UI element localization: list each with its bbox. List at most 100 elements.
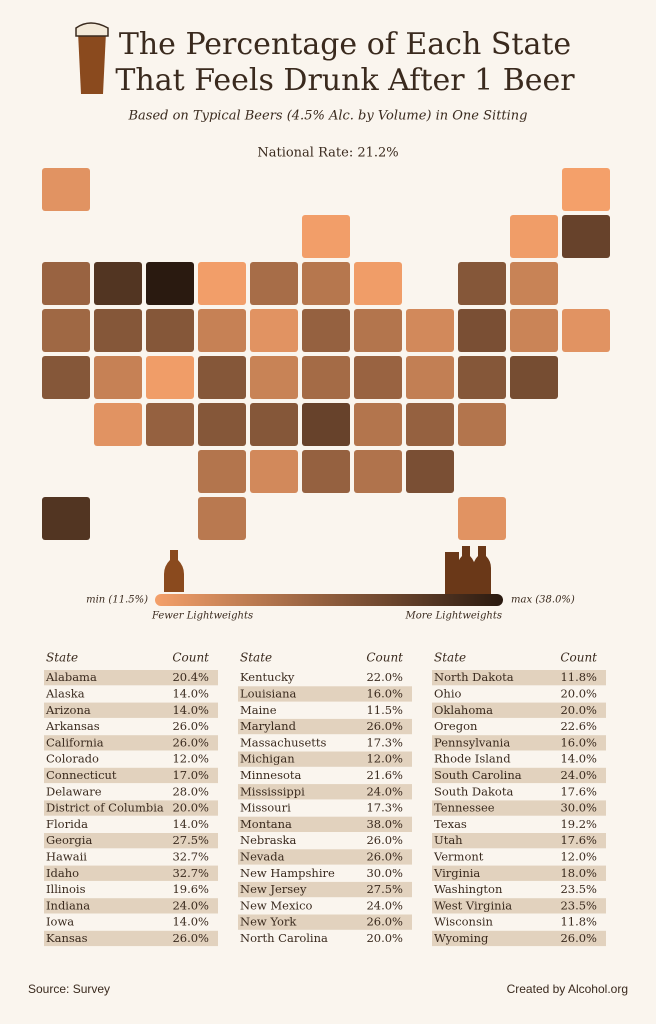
state-count: 14.0% [172,686,209,700]
state-count: 17.0% [172,768,209,782]
state-count: 14.0% [172,915,209,929]
state-tile [510,309,558,352]
state-count: 23.5% [560,882,597,896]
state-count: 32.7% [172,849,209,863]
state-tile [198,497,246,540]
state-tile [198,403,246,446]
state-name: West Virginia [434,898,512,912]
state-tile [250,356,298,399]
state-name: South Dakota [434,784,513,798]
state-tile [458,356,506,399]
state-count: 11.5% [366,703,403,717]
credit: Created by Alcohol.org [507,982,628,996]
row-band [432,930,606,947]
state-count: 14.0% [172,703,209,717]
state-count: 17.3% [366,801,403,815]
state-count: 26.0% [366,719,403,733]
state-tile [198,309,246,352]
row-band [238,881,412,898]
state-count: 30.0% [366,866,403,880]
state-count: 20.0% [172,801,209,815]
row-band [44,930,218,947]
state-name: Ohio [434,686,462,700]
bottles-icon [445,546,491,594]
state-name: California [46,735,104,749]
state-tile [458,403,506,446]
state-name: Virginia [433,866,480,880]
state-name: Nevada [240,849,285,863]
state-tile [302,215,350,258]
state-name: Tennessee [434,801,495,815]
row-band [432,735,606,751]
state-count: 24.0% [366,898,403,912]
row-band [238,784,412,800]
row-band [432,898,606,914]
state-count: 20.0% [560,703,597,717]
state-count: 16.0% [366,686,403,700]
row-band [44,865,218,881]
state-tile [302,309,350,352]
legend: min (11.5%) max (38.0%) Fewer Lightweigh… [86,546,575,622]
column-header: Count [172,651,209,665]
state-tile [94,309,142,352]
state-count: 19.6% [172,882,209,896]
beer-icon [75,22,109,94]
state-count: 22.6% [560,719,597,733]
state-count: 26.0% [172,719,209,733]
state-count: 24.0% [366,784,403,798]
state-tile [42,356,90,399]
state-name: Connecticut [46,768,117,782]
state-tile [250,450,298,493]
state-count: 26.0% [366,849,403,863]
state-tile [302,262,350,305]
state-tile [42,168,90,211]
state-name: Alabama [45,670,97,684]
state-name: Wisconsin [434,915,494,929]
state-count: 20.0% [366,931,403,945]
state-tile [198,262,246,305]
state-name: Colorado [46,752,99,766]
state-tile [562,168,610,211]
state-tile [42,497,90,540]
state-count: 23.5% [560,898,597,912]
min-label: min (11.5%) [86,595,148,606]
row-band [44,898,218,914]
state-count: 12.0% [560,849,597,863]
state-count: 20.4% [172,670,209,684]
table: State Count State Count State Count Alabama 20.… [44,651,606,947]
state-name: Oklahoma [434,703,493,717]
state-tile [198,450,246,493]
max-label: max (38.0%) [511,595,575,606]
state-tile [94,262,142,305]
state-count: 19.2% [560,817,597,831]
state-tile [510,262,558,305]
row-band [432,702,606,718]
state-tile [406,450,454,493]
state-tile [458,309,506,352]
state-name: Indiana [46,898,90,912]
state-name: Minnesota [240,768,302,782]
state-tile [406,309,454,352]
state-name: Maryland [240,719,297,733]
state-name: Maine [240,703,277,717]
row-band [238,816,412,832]
state-tile [562,309,610,352]
state-tile [458,262,506,305]
row-band [44,833,218,849]
state-name: Oregon [434,719,478,733]
state-name: Utah [434,833,463,847]
state-tile [302,356,350,399]
state-count: 27.5% [366,882,403,896]
row-band [44,735,218,751]
source: Source: Survey [28,982,110,996]
state-tile [146,356,194,399]
state-count: 14.0% [172,817,209,831]
state-tile [510,215,558,258]
state-name: Florida [46,817,88,831]
high-caption: More Lightweights [404,611,502,622]
state-name: New Mexico [240,898,313,912]
state-name: Georgia [46,833,92,847]
row-band [432,767,606,784]
